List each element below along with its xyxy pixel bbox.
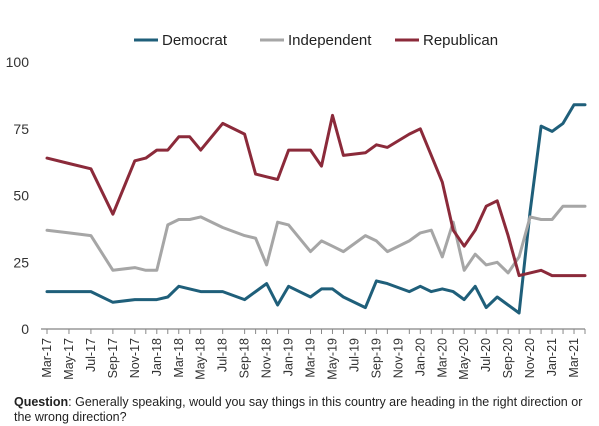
x-tick-label: Mar-18: [172, 338, 186, 378]
y-tick-label: 75: [13, 121, 29, 137]
x-tick-label: Jul-17: [84, 338, 98, 372]
series-line-republican: [45, 113, 587, 278]
y-tick-label: 0: [21, 321, 29, 337]
y-tick-label: 50: [13, 188, 29, 204]
x-tick-label: Mar-21: [567, 338, 581, 378]
x-tick-label: Mar-19: [304, 338, 318, 378]
x-axis: Mar-17 May-17 Jul-17 Sep-17 Nov-17 Jan-18 Mar-…: [40, 328, 586, 380]
x-tick-label: Nov-17: [128, 338, 142, 378]
y-axis: 0 25 50 75 100: [6, 54, 30, 337]
x-tick-label: Sep-17: [106, 338, 120, 378]
x-tick-label: Jan-20: [413, 338, 427, 376]
x-tick-label: Jul-19: [347, 338, 361, 372]
x-tick-label: May-17: [62, 338, 76, 380]
footnote-text: : Generally speaking, would you say thin…: [14, 395, 583, 424]
legend-label: Democrat: [162, 32, 228, 49]
x-tick-label: Sep-20: [501, 338, 515, 378]
legend-item-republican: Republican: [395, 32, 498, 49]
x-tick-label: May-20: [457, 338, 471, 380]
x-tick-label: Jul-20: [479, 338, 493, 372]
y-tick-label: 100: [6, 54, 30, 70]
legend-item-democrat: Democrat: [134, 32, 228, 49]
x-tick-label: Jul-18: [216, 338, 230, 372]
x-tick-label: Nov-18: [260, 338, 274, 378]
x-tick-label: May-18: [194, 338, 208, 380]
x-tick-label: Mar-20: [435, 338, 449, 378]
legend-item-independent: Independent: [260, 32, 372, 49]
x-tick-label: Sep-19: [369, 338, 383, 378]
y-tick-label: 25: [13, 254, 29, 270]
x-tick-label: Sep-18: [238, 338, 252, 378]
x-tick-label: Jan-19: [282, 338, 296, 376]
x-tick-label: Nov-19: [391, 338, 405, 378]
legend-label: Republican: [423, 32, 498, 49]
legend-label: Independent: [288, 32, 372, 49]
x-tick-label: Nov-20: [523, 338, 537, 378]
series-lines: [45, 103, 587, 315]
x-tick-label: Jan-18: [150, 338, 164, 376]
series-line-independent: [45, 204, 587, 275]
question-footnote: Question: Generally speaking, would you …: [14, 395, 589, 425]
x-tick-label: Mar-17: [40, 338, 54, 378]
x-tick-label: May-19: [325, 338, 339, 380]
line-chart: Democrat Independent Republican 0 25 50 75 100…: [6, 32, 587, 380]
series-line-democrat: [45, 103, 587, 315]
legend: Democrat Independent Republican: [134, 32, 498, 49]
x-tick-label: Jan-21: [545, 338, 559, 376]
footnote-label: Question: [14, 395, 69, 409]
